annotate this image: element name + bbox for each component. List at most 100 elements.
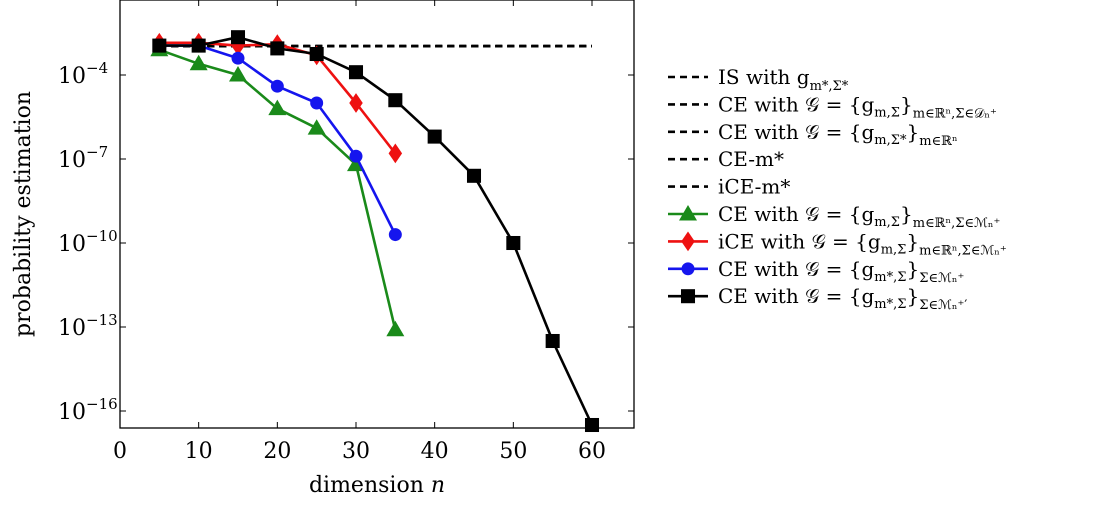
x-tick-label: 20	[263, 439, 291, 464]
y-tick-label: 10−7	[58, 143, 108, 173]
legend-label-main: CE with 𝒢 = {g	[718, 257, 874, 281]
legend-item: iCE with 𝒢 = {gm,Σ}m∈ℝⁿ,Σ∈ℳₙ⁺	[668, 229, 1007, 258]
data-point	[388, 228, 402, 242]
data-point	[152, 38, 167, 53]
legend-label-main: CE with 𝒢 = {g	[718, 120, 874, 144]
x-tick-label: 30	[342, 439, 370, 464]
legend-label-subscript: m*,Σ*	[810, 79, 849, 94]
legend-label: CE with 𝒢 = {gm,Σ}m∈ℝⁿ,Σ∈𝒟ₙ⁺	[718, 92, 997, 121]
legend-label-subscript: m*,Σ	[874, 297, 906, 312]
data-point	[348, 65, 364, 80]
data-point	[309, 46, 324, 62]
data-point	[427, 129, 442, 144]
x-axis-label-var: n	[431, 473, 445, 498]
legend-label-close: }	[906, 120, 919, 144]
legend: IS with gm*,Σ*CE with 𝒢 = {gm,Σ}m∈ℝⁿ,Σ∈𝒟…	[668, 65, 1007, 313]
legend-label: CE-m*	[718, 147, 784, 171]
series-9	[152, 30, 600, 433]
data-point	[268, 99, 287, 116]
legend-label-main: CE with 𝒢 = {g	[718, 92, 874, 116]
legend-label-close: }	[906, 257, 919, 281]
data-point	[506, 235, 521, 251]
legend-label-subscript: Σ∈ℳₙ⁺	[919, 271, 964, 286]
data-point	[189, 54, 208, 71]
x-axis-label: dimension n	[309, 473, 445, 498]
legend-label-main: iCE with 𝒢 = {g	[718, 229, 881, 253]
legend-label: CE with 𝒢 = {gm,Σ*}m∈ℝⁿ	[718, 120, 958, 149]
legend-label: IS with gm*,Σ*	[718, 65, 849, 94]
y-tick-base: 10	[58, 316, 86, 341]
y-tick-label: 10−4	[58, 59, 108, 89]
data-point	[270, 41, 285, 56]
legend-swatch-marker	[681, 262, 695, 276]
y-tick-label: 10−10	[58, 227, 118, 257]
data-point	[229, 66, 247, 82]
legend-item: CE with 𝒢 = {gm,Σ}m∈ℝⁿ,Σ∈ℳₙ⁺	[668, 202, 1000, 231]
y-tick-base: 10	[58, 400, 86, 425]
legend-label: CE with 𝒢 = {gm*,Σ}Σ∈ℳₙ⁺′	[718, 284, 967, 313]
data-point	[231, 51, 245, 65]
series-line	[159, 41, 397, 155]
legend-label-subscript: m*,Σ	[874, 270, 906, 285]
y-tick-exponent: −10	[86, 227, 118, 245]
data-point	[349, 93, 363, 113]
y-tick-exponent: −16	[86, 395, 118, 413]
legend-item: iCE-m*	[668, 175, 790, 199]
legend-item: IS with gm*,Σ*	[668, 65, 849, 94]
y-tick-base: 10	[58, 232, 86, 257]
legend-label: CE with 𝒢 = {gm*,Σ}Σ∈ℳₙ⁺	[718, 257, 964, 286]
series-layer	[150, 30, 600, 433]
legend-label-close: }	[900, 202, 913, 226]
legend-label-main: CE with 𝒢 = {g	[718, 202, 874, 226]
legend-item: CE-m*	[668, 147, 784, 171]
legend-label: iCE with 𝒢 = {gm,Σ}m∈ℝⁿ,Σ∈ℳₙ⁺	[718, 229, 1007, 258]
x-tick-label: 10	[185, 439, 213, 464]
data-point	[386, 320, 405, 337]
x-tick-label: 0	[113, 439, 127, 464]
legend-label-main: CE-m*	[718, 147, 784, 171]
legend-label-main: IS with g	[718, 65, 810, 89]
data-point	[388, 93, 403, 108]
data-point	[191, 38, 206, 53]
data-point	[310, 96, 324, 110]
data-point	[349, 149, 363, 163]
legend-label-subscript: m∈ℝⁿ,Σ∈ℳₙ⁺	[919, 243, 1007, 258]
legend-item: CE with 𝒢 = {gm,Σ}m∈ℝⁿ,Σ∈𝒟ₙ⁺	[668, 92, 997, 121]
y-tick-base: 10	[58, 148, 86, 173]
legend-label-main: CE with 𝒢 = {g	[718, 284, 874, 308]
legend-item: CE with 𝒢 = {gm*,Σ}Σ∈ℳₙ⁺	[668, 257, 964, 286]
y-tick-label: 10−13	[58, 311, 118, 341]
x-axis-label-text: dimension	[309, 473, 424, 498]
data-point	[307, 119, 326, 135]
legend-label-subscript: m∈ℝⁿ	[919, 134, 957, 149]
data-point	[270, 79, 284, 93]
series-line	[159, 35, 594, 426]
data-point	[545, 333, 560, 349]
legend-label-close: }	[900, 92, 913, 116]
legend-item: CE with 𝒢 = {gm,Σ*}m∈ℝⁿ	[668, 120, 958, 149]
data-point	[466, 168, 482, 183]
legend-item: CE with 𝒢 = {gm*,Σ}Σ∈ℳₙ⁺′	[668, 284, 967, 313]
data-point	[230, 30, 246, 45]
x-tick-label: 50	[499, 439, 527, 464]
y-axis-label: probability estimation	[11, 91, 36, 337]
legend-swatch-marker	[681, 231, 695, 252]
series-6	[150, 40, 405, 337]
legend-label-subscript: m,Σ*	[874, 133, 907, 148]
legend-label-subscript: m,Σ	[874, 105, 900, 120]
legend-label-main: iCE-m*	[718, 175, 790, 199]
data-point	[584, 417, 600, 433]
y-tick-exponent: −13	[86, 311, 118, 329]
x-tick-label: 40	[421, 439, 449, 464]
legend-label-subscript: m,Σ	[874, 215, 900, 230]
legend-swatch-marker	[680, 289, 696, 304]
legend-label-close: }	[906, 284, 919, 308]
legend-label-close: }	[906, 229, 919, 253]
y-tick-base: 10	[58, 64, 86, 89]
y-tick-exponent: −7	[86, 143, 108, 161]
legend-label: iCE-m*	[718, 175, 790, 199]
plot-frame	[119, 0, 635, 429]
legend-label-subscript: m∈ℝⁿ,Σ∈𝒟ₙ⁺	[913, 106, 997, 121]
